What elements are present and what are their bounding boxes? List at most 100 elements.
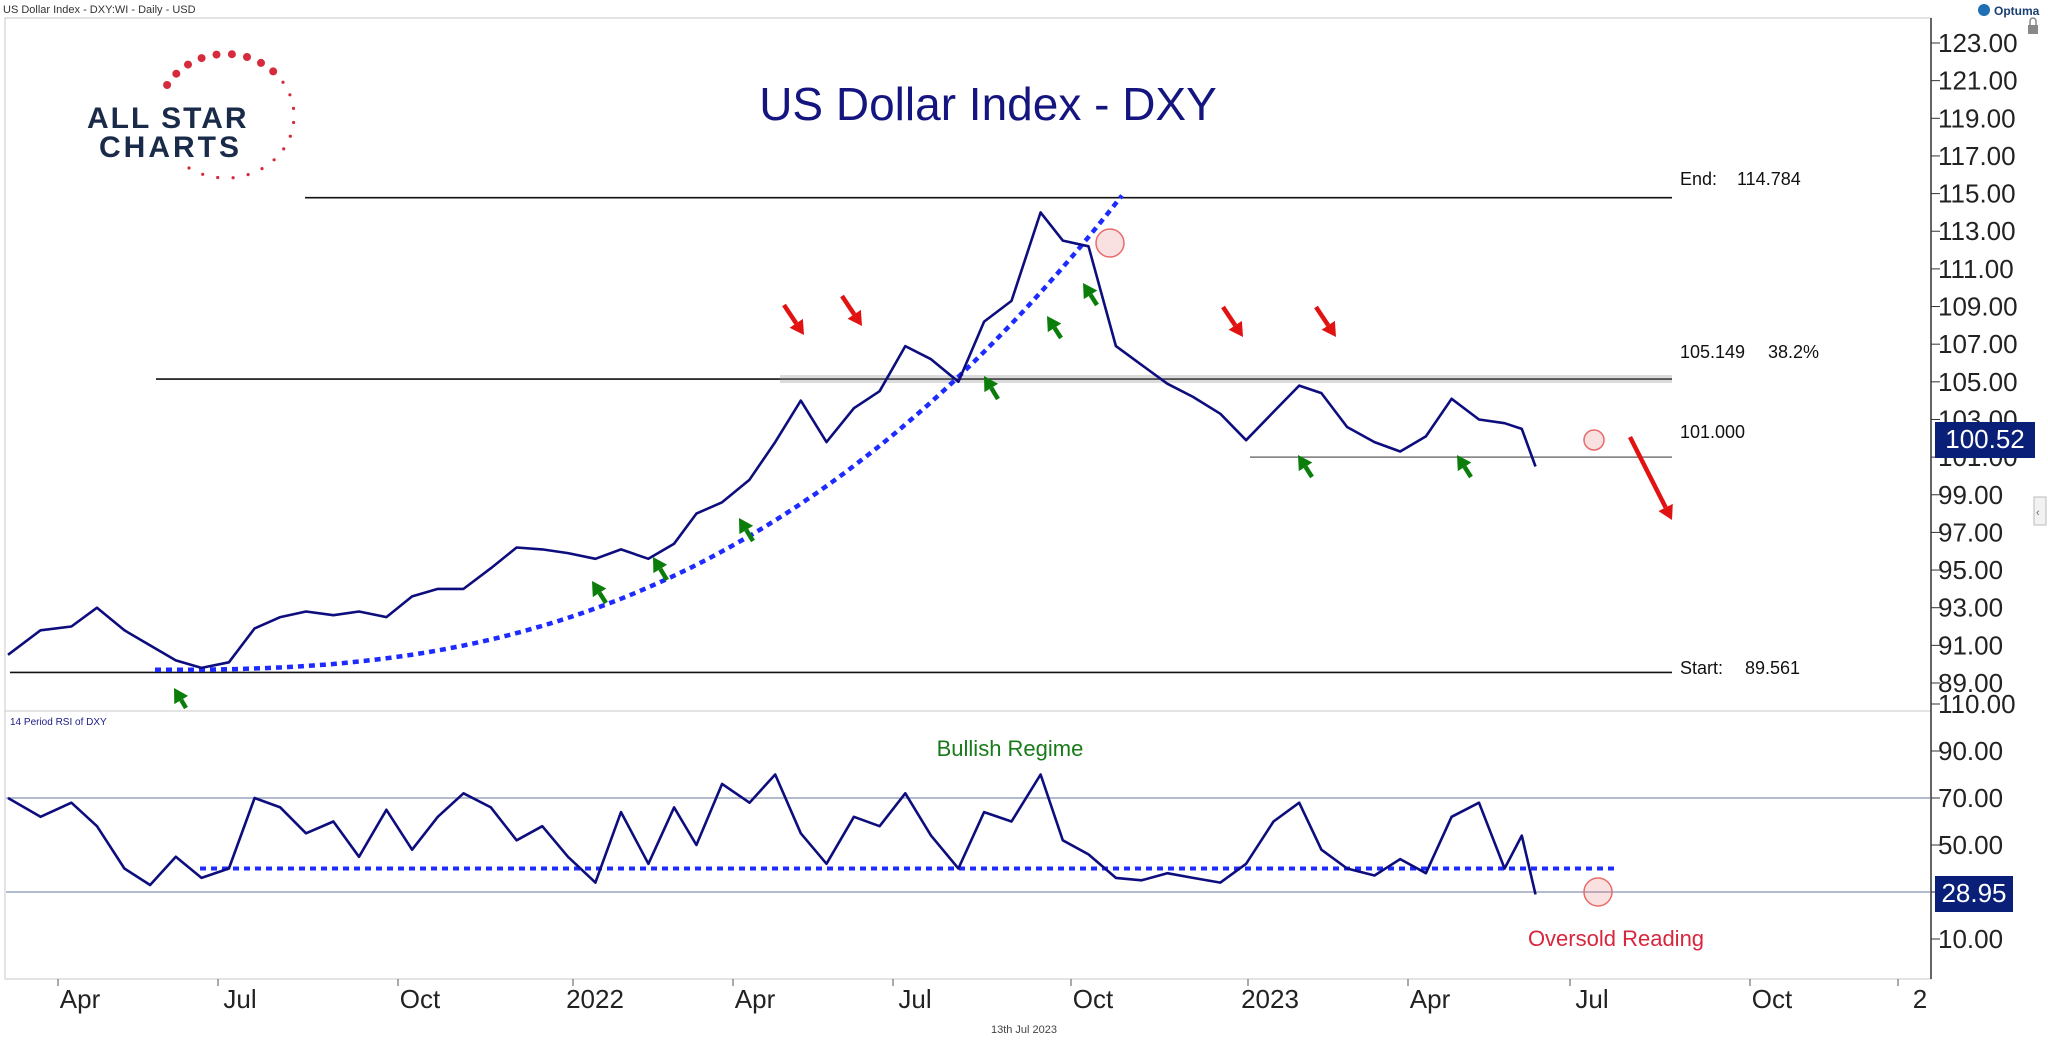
lock-icon[interactable]	[2028, 17, 2038, 34]
oversold-reading-label: Oversold Reading	[1528, 926, 1704, 951]
end-value: 114.784	[1737, 169, 1801, 189]
down-arrow-head	[1321, 320, 1336, 337]
up-arrow-head	[739, 518, 754, 535]
x-tick-label: Apr	[60, 984, 101, 1014]
x-tick-label: 2023	[1241, 984, 1299, 1014]
up-arrow	[1088, 293, 1099, 307]
logo-line1: ALL STAR	[87, 102, 249, 135]
level-labels: End: 114.784 105.149 38.2% 101.000 Start…	[1680, 169, 1819, 678]
x-tick-label: Jul	[223, 984, 256, 1014]
highlight-circle	[1583, 429, 1605, 451]
up-arrow-head	[592, 581, 607, 598]
logo-star	[184, 60, 192, 69]
price-tick-label: 89.00	[1938, 668, 2003, 698]
up-arrow-head	[1083, 283, 1098, 300]
logo-star	[227, 50, 236, 59]
logo-star	[212, 50, 221, 59]
bullish-regime-label: Bullish Regime	[937, 736, 1084, 761]
start-value: 89.561	[1745, 658, 1800, 678]
price-tick-label: 121.00	[1938, 66, 2018, 96]
up-arrow	[1052, 326, 1063, 340]
rsi-tick-label: 10.00	[1938, 924, 2003, 954]
fib-level-band	[780, 375, 1672, 384]
price-tick-label: 105.00	[1938, 367, 2018, 397]
logo-stars-icon	[163, 50, 296, 180]
up-arrow-head	[1047, 316, 1062, 333]
price-tick-label: 115.00	[1938, 179, 2016, 209]
parabolic-trendline	[155, 194, 1124, 673]
price-tick-label: 99.00	[1938, 480, 2003, 510]
price-levels	[10, 196, 1672, 674]
rsi-tick-label: 90.00	[1938, 736, 2003, 766]
start-label: Start:	[1680, 658, 1723, 678]
svg-text:‹: ‹	[2036, 507, 2040, 519]
down-arrow-head	[847, 309, 862, 326]
x-tick-label: Oct	[400, 984, 441, 1014]
price-tick-label: 111.00	[1938, 254, 2014, 284]
rsi-tick-label: 110.00	[1938, 689, 2016, 719]
logo-star	[246, 173, 250, 177]
logo-star	[243, 53, 251, 61]
fib-pct: 38.2%	[1768, 342, 1819, 362]
up-arrow	[179, 698, 188, 710]
rsi-tick-label: 70.00	[1938, 783, 2003, 813]
logo-star	[288, 134, 292, 138]
logo-star	[288, 93, 292, 97]
up-arrow	[597, 591, 608, 605]
x-tick-label: Apr	[1410, 984, 1451, 1014]
down-arrow	[1314, 305, 1331, 327]
down-arrow	[1221, 305, 1238, 327]
price-tick-label: 93.00	[1938, 593, 2003, 623]
price-tick-label: 117.00	[1938, 141, 2016, 171]
down-arrow	[840, 294, 857, 316]
rsi-annotations	[1583, 877, 1613, 907]
logo-star	[257, 58, 265, 67]
rsi-series-line	[7, 773, 1537, 895]
rsi-last-value: 28.95	[1941, 878, 2006, 908]
logo-star	[292, 120, 296, 125]
rsi-reference-lines	[6, 797, 1930, 893]
optuma-logo: Optuma	[1978, 4, 2040, 18]
up-arrow-head	[1457, 455, 1472, 472]
logo-line2: CHARTS	[99, 131, 242, 164]
price-last-value-tag: 100.52	[1935, 422, 2035, 458]
x-axis: Apr Jul Oct 2022 Apr Jul Oct 2023 Apr Jul Oct 2	[57, 979, 1927, 1014]
optuma-icon	[1978, 4, 1990, 16]
price-tick-label: 109.00	[1938, 292, 2018, 322]
up-arrow-head	[1298, 455, 1313, 472]
footer-date: 13th Jul 2023	[991, 1024, 1057, 1036]
rsi-tick-label: 50.00	[1938, 830, 2003, 860]
collapse-handle-icon[interactable]: ‹	[2033, 496, 2047, 526]
logo-star	[260, 167, 264, 171]
end-label: End:	[1680, 169, 1717, 189]
logo-star	[201, 172, 205, 176]
down-arrow-head	[1228, 320, 1243, 337]
logo-star	[291, 106, 296, 110]
price-tick-label: 113.00	[1938, 216, 2016, 246]
price-tick-label: 97.00	[1938, 517, 2003, 547]
up-arrow	[744, 528, 755, 543]
logo-star	[163, 81, 172, 89]
x-tick-label: Apr	[735, 984, 776, 1014]
logo-star	[172, 69, 181, 78]
up-arrow	[989, 386, 1000, 401]
rsi-label: 14 Period RSI of DXY	[10, 717, 107, 728]
trendline-path	[155, 194, 1124, 673]
price-tick-label: 91.00	[1938, 630, 2003, 660]
down-arrow	[782, 303, 799, 325]
price-tick-label: 107.00	[1938, 329, 2018, 359]
x-tick-label: Jul	[898, 984, 931, 1014]
logo-star	[272, 158, 276, 162]
logo-star	[197, 54, 206, 63]
rsi-last-value-tag: 28.95	[1935, 876, 2013, 912]
logo-star	[281, 80, 285, 84]
x-tick-label: 2	[1913, 984, 1927, 1014]
up-arrow-head	[984, 376, 999, 393]
price-series-line	[7, 211, 1537, 670]
instrument-header: US Dollar Index - DXY:WI - Daily - USD	[3, 4, 196, 16]
up-arrow	[1303, 465, 1314, 479]
price-tick-label: 123.00	[1938, 28, 2018, 58]
price-tick-label: 95.00	[1938, 555, 2003, 585]
